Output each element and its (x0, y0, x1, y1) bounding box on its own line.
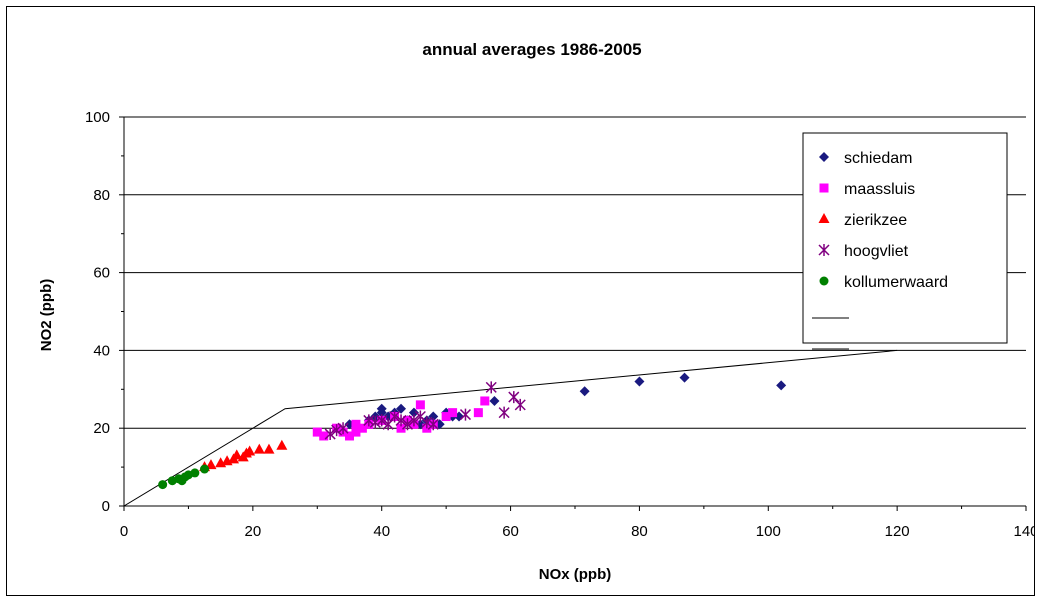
maassluis-point (351, 419, 361, 429)
maassluis-point (351, 427, 361, 437)
maassluis-point (473, 408, 483, 418)
hoogvliet-point (389, 410, 401, 423)
schiedam-point (579, 386, 590, 397)
chart-title: annual averages 1986-2005 (422, 40, 641, 59)
hoogvliet-point (369, 416, 381, 429)
x-tick-label: 140 (1013, 523, 1034, 540)
maassluis-point (480, 396, 490, 406)
hoogvliet-point (421, 416, 433, 429)
legend: schiedam maassluis zierikzee hoogvliet kollu… (802, 132, 1008, 350)
reference-line (123, 349, 898, 507)
zierikzee-point (276, 439, 288, 450)
hoogvliet-point (337, 422, 349, 435)
hoogvliet-point (324, 428, 336, 441)
maassluis-point (448, 408, 458, 418)
schiedam-point (634, 376, 645, 387)
chart-container: annual averages 1986-2005 0 20 40 60 80 100 0 2… (6, 6, 1035, 596)
maassluis-point (396, 423, 406, 433)
hoogvliet-point (508, 391, 520, 404)
maassluis-point (357, 423, 367, 433)
legend-label-kollumerwaard: kollumerwaard (844, 274, 948, 291)
legend-marker-schiedam (819, 152, 829, 162)
legend-marker-maassluis (819, 183, 829, 193)
schiedam-point (489, 395, 500, 406)
maassluis-point (319, 431, 329, 441)
maassluis-point (441, 412, 451, 422)
y-tick-label: 80 (93, 187, 110, 204)
x-tick-label: 100 (756, 523, 781, 540)
legend-label-hoogvliet: hoogvliet (844, 243, 909, 260)
maassluis-point (312, 427, 322, 437)
zierikzee-point (263, 443, 275, 454)
hoogvliet-point (363, 414, 375, 427)
x-tick-label: 20 (245, 523, 262, 540)
legend-label-schiedam: schiedam (844, 150, 912, 167)
legend-marker-kollumerwaard (819, 276, 829, 286)
hoogvliet-point (376, 414, 388, 427)
zierikzee-point (231, 449, 243, 460)
hoogvliet-point (395, 414, 407, 427)
chart-svg: annual averages 1986-2005 0 20 40 60 80 100 0 2… (38, 40, 1034, 583)
x-tick-label: 120 (885, 523, 910, 540)
x-axis-label: NOx (ppb) (539, 566, 612, 583)
hoogvliet-point (408, 414, 420, 427)
y-tick-label: 40 (93, 342, 110, 359)
axes: 0 20 40 60 80 100 0 20 40 60 80 100 120 140 (85, 109, 1034, 540)
x-tick-label: 80 (631, 523, 648, 540)
hoogvliet-point (498, 406, 510, 419)
schiedam-point (376, 403, 387, 414)
legend-marker-hoogvliet (818, 244, 830, 256)
schiedam-point (408, 407, 419, 418)
hoogvliet-point (427, 418, 439, 431)
y-axis-label: NO2 (ppb) (38, 279, 55, 352)
zierikzee-point (244, 445, 256, 456)
x-tick-label: 0 (120, 523, 128, 540)
y-tick-label: 60 (93, 265, 110, 282)
hoogvliet-point (382, 418, 394, 431)
schiedam-point (396, 403, 407, 414)
hoogvliet-point (514, 398, 526, 411)
kollumerwaard-point (158, 480, 168, 490)
y-tick-label: 100 (85, 109, 110, 126)
hoogvliet-point (331, 424, 343, 437)
maassluis-point (415, 400, 425, 410)
maassluis-point (345, 431, 354, 441)
hoogvliet-point (485, 381, 497, 394)
y-tick-label: 20 (93, 420, 110, 437)
legend-label-zierikzee: zierikzee (844, 212, 907, 229)
x-tick-label: 60 (502, 523, 519, 540)
reference-line-group (123, 349, 898, 507)
legend-box (802, 132, 1008, 344)
hoogvliet-point (459, 408, 472, 421)
legend-marker-zierikzee (818, 213, 830, 223)
x-tick-label: 40 (373, 523, 390, 540)
kollumerwaard-point (190, 468, 200, 478)
y-tick-label: 0 (102, 498, 110, 515)
kollumerwaard-point (200, 464, 210, 474)
legend-label-maassluis: maassluis (844, 181, 915, 198)
hoogvliet-point (401, 418, 414, 431)
zierikzee-point (253, 443, 265, 454)
schiedam-point (776, 380, 787, 391)
data-points (158, 372, 787, 490)
schiedam-point (679, 372, 690, 383)
